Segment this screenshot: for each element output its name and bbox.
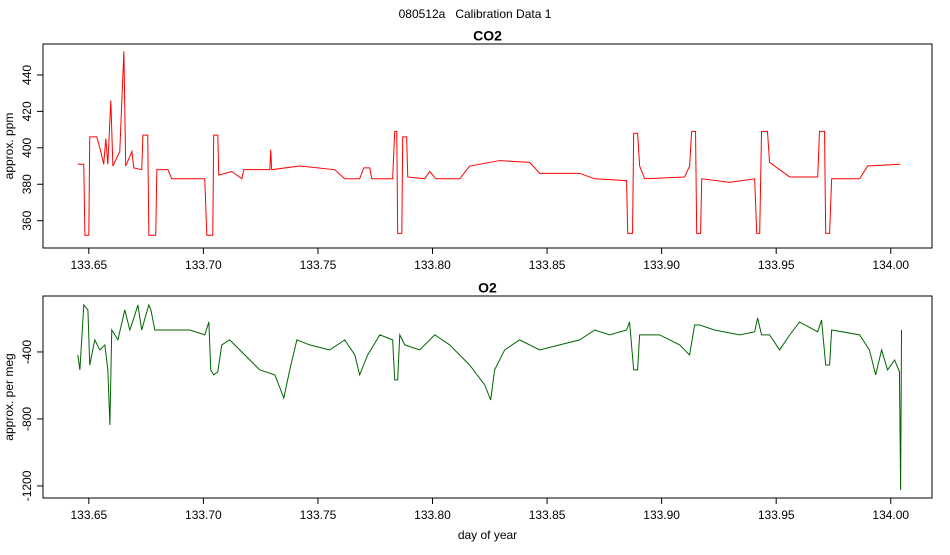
x-tick-label: 134.00 (872, 258, 909, 272)
x-tick-label: 133.85 (529, 258, 566, 272)
x-tick-label: 133.70 (185, 508, 222, 522)
y-tick-label: -400 (20, 340, 34, 364)
x-tick-label: 134.00 (872, 508, 909, 522)
x-tick-label: 133.80 (414, 508, 451, 522)
x-tick-label: 133.70 (185, 258, 222, 272)
x-axis-label: day of year (458, 528, 517, 542)
y-tick-label: -1200 (20, 470, 34, 501)
x-tick-label: 133.85 (529, 508, 566, 522)
y-tick-label: 420 (20, 101, 34, 121)
x-tick-label: 133.95 (758, 508, 795, 522)
x-tick-label: 133.75 (300, 258, 337, 272)
data-line (77, 51, 901, 236)
page-title: 080512a Calibration Data 1 (399, 7, 552, 21)
x-tick-label: 133.65 (70, 258, 107, 272)
x-tick-label: 133.90 (643, 258, 680, 272)
y-tick-label: 380 (20, 174, 34, 194)
x-tick-label: 133.65 (70, 508, 107, 522)
panel-title: CO2 (473, 28, 502, 44)
x-tick-label: 133.90 (643, 508, 680, 522)
y-tick-label: -800 (20, 407, 34, 431)
x-tick-label: 133.80 (414, 258, 451, 272)
x-tick-label: 133.75 (300, 508, 337, 522)
y-tick-label: 360 (20, 210, 34, 230)
data-line (77, 303, 903, 490)
y-axis-label: approx. per meg (2, 353, 16, 440)
y-axis-label: approx. ppm (2, 113, 16, 180)
plot-frame (42, 43, 933, 249)
x-tick-label: 133.95 (758, 258, 795, 272)
panel-title: O2 (478, 280, 497, 296)
y-tick-label: 400 (20, 137, 34, 157)
plot-frame (42, 295, 933, 499)
y-tick-label: 440 (20, 65, 34, 85)
